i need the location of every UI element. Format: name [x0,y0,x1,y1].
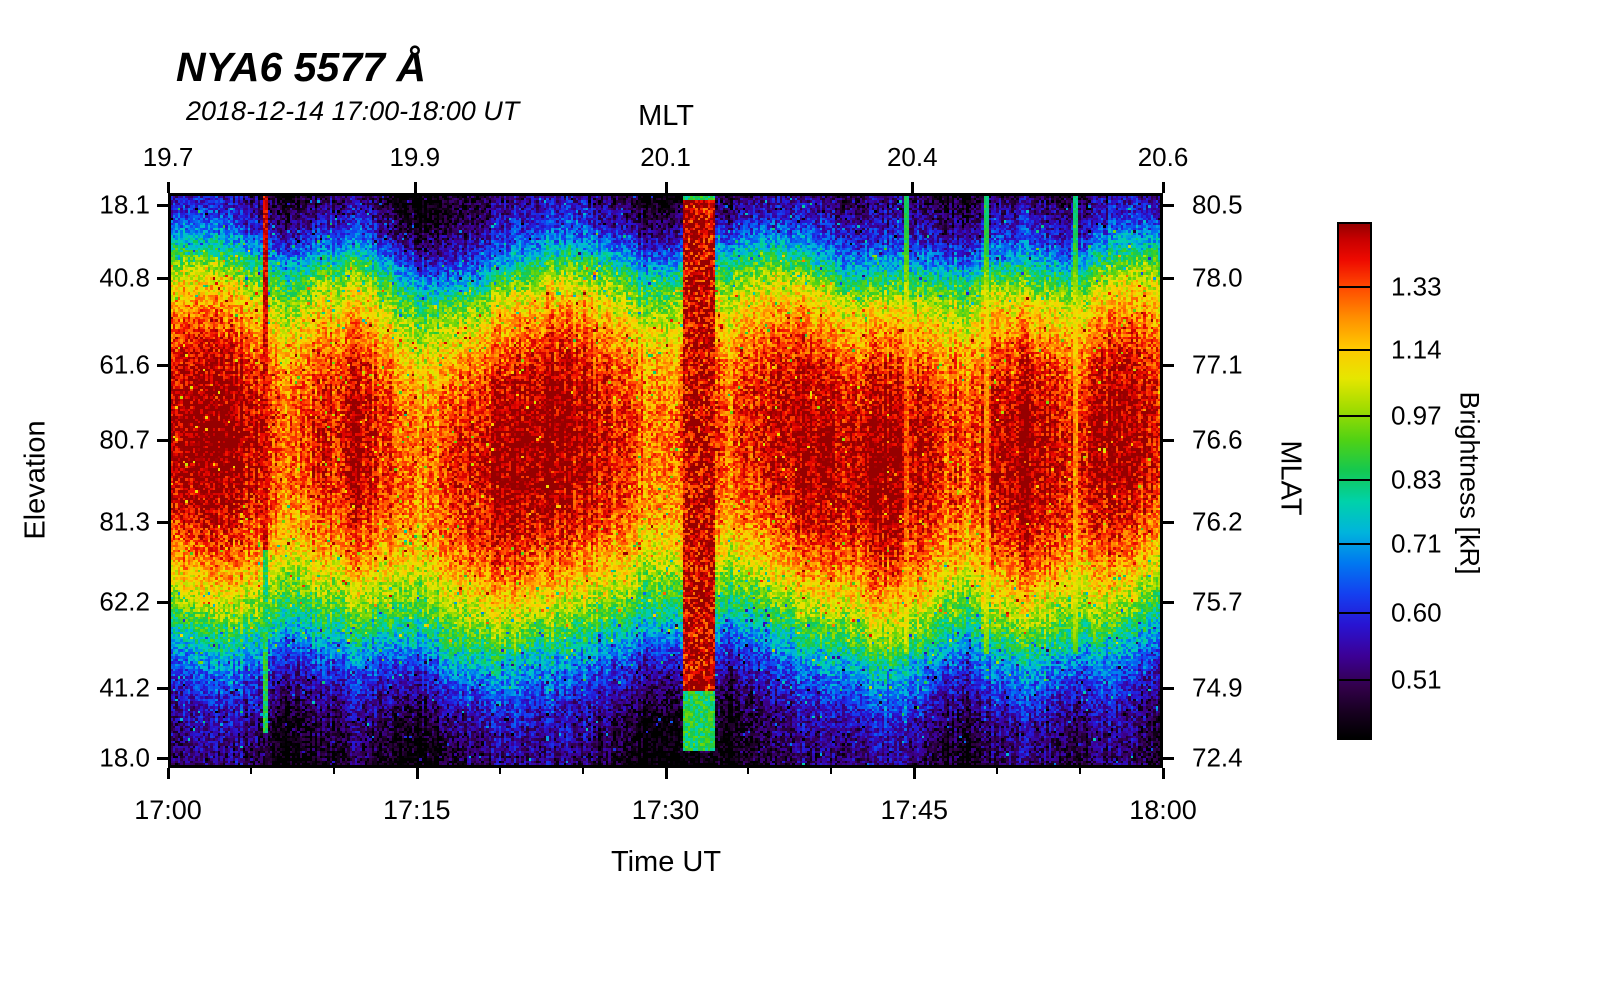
time-axis-minor-tick [1079,768,1082,774]
mlt-axis-tick-label: 20.1 [640,142,691,172]
elevation-axis-tick [157,439,168,443]
time-axis-tick [167,768,170,779]
mlat-axis-tick-label: 77.1 [1192,349,1243,380]
mlat-axis-tick-label: 74.9 [1192,672,1243,703]
mlat-axis-tick-label: 80.5 [1192,189,1243,220]
colorbar-tick-label: 1.33 [1391,271,1442,302]
elevation-axis-tick-label: 61.6 [99,349,150,380]
time-axis-tick-label: 18:00 [1129,795,1197,825]
mlt-axis-tick [1162,182,1165,193]
time-axis-minor-tick [996,768,999,774]
elevation-axis-tick-label: 81.3 [99,506,150,537]
colorbar-tick-label: 0.97 [1391,400,1442,431]
mlat-axis-tick-label: 72.4 [1192,742,1243,773]
colorbar-tick-label: 0.71 [1391,528,1442,559]
mlat-axis-tick [1163,204,1174,208]
time-axis-minor-tick [332,768,335,774]
mlt-axis-title: MLT [638,100,694,132]
mlt-axis-tick-label: 19.7 [142,142,194,172]
mlt-axis-tick-label: 19.9 [389,142,441,172]
time-axis-tick [913,768,917,779]
colorbar-tick [1337,415,1372,418]
time-axis-minor-tick [498,768,501,774]
time-axis-minor-tick [249,768,252,774]
time-axis-minor-tick [830,768,833,774]
mlt-axis-tick [911,182,915,193]
colorbar-tick-label: 0.60 [1391,597,1442,628]
elevation-axis-tick-label: 18.1 [99,189,150,220]
colorbar-tick [1337,286,1372,289]
colorbar-tick [1337,543,1372,546]
colorbar-tick-label: 1.14 [1391,334,1442,365]
elevation-axis-tick [157,687,168,691]
time-axis-minor-tick [581,768,584,774]
elevation-axis-tick-label: 80.7 [99,424,150,455]
mlat-axis-title: MLAT [1274,440,1307,516]
mlat-axis-tick-label: 76.6 [1192,424,1243,455]
time-axis-tick-label: 17:30 [631,795,700,825]
mlat-axis-tick [1163,439,1174,443]
elevation-axis-tick-label: 18.0 [99,742,150,773]
mlt-axis-tick-label: 20.6 [1137,142,1189,172]
time-axis-tick-label: 17:15 [382,795,451,825]
elevation-axis-tick [157,757,168,761]
elevation-axis-tick [157,277,168,281]
mlt-axis-tick [167,182,170,193]
mlat-axis-tick-label: 76.2 [1192,506,1243,537]
elevation-axis-tick [157,204,168,208]
mlat-axis-tick [1163,520,1174,524]
mlat-axis-tick [1163,600,1174,604]
time-axis-tick-label: 17:45 [880,795,949,825]
time-axis-minor-tick [747,768,750,774]
elevation-axis-tick-label: 62.2 [99,586,150,617]
mlat-axis-tick-label: 78.0 [1192,262,1243,293]
mlat-axis-tick [1163,363,1174,367]
colorbar-tick [1337,612,1372,615]
mlat-axis-tick [1163,277,1174,281]
mlt-axis-tick [664,182,668,193]
plot-title: NYA6 5577 Å [176,44,426,90]
mlat-axis-tick [1163,757,1174,761]
colorbar-tick-label: 0.51 [1391,664,1442,695]
colorbar-tick [1337,479,1372,482]
keogram-heatmap [168,193,1163,768]
time-axis-tick [415,768,419,779]
time-axis-title: Time UT [610,846,722,878]
elevation-axis-tick [157,520,168,524]
mlat-axis-tick-label: 75.7 [1192,586,1243,617]
colorbar-tick [1337,678,1372,681]
elevation-axis-tick [157,363,168,367]
mlt-axis-tick-label: 20.4 [886,142,938,172]
elevation-axis-tick-label: 41.2 [99,672,150,703]
elevation-axis-tick-label: 40.8 [99,262,150,293]
time-axis-tick [1162,768,1165,779]
elevation-axis-title: Elevation [19,420,52,540]
plot-subtitle: 2018-12-14 17:00-18:00 UT [186,96,520,126]
colorbar-title: Brightness [kR] [1454,391,1485,575]
time-axis-tick-label: 17:00 [134,795,202,825]
elevation-axis-tick [157,600,168,604]
colorbar-tick [1337,349,1372,352]
colorbar-tick-label: 0.83 [1391,464,1442,495]
mlt-axis-tick [413,182,417,193]
time-axis-tick [664,768,668,779]
mlat-axis-tick [1163,687,1174,691]
